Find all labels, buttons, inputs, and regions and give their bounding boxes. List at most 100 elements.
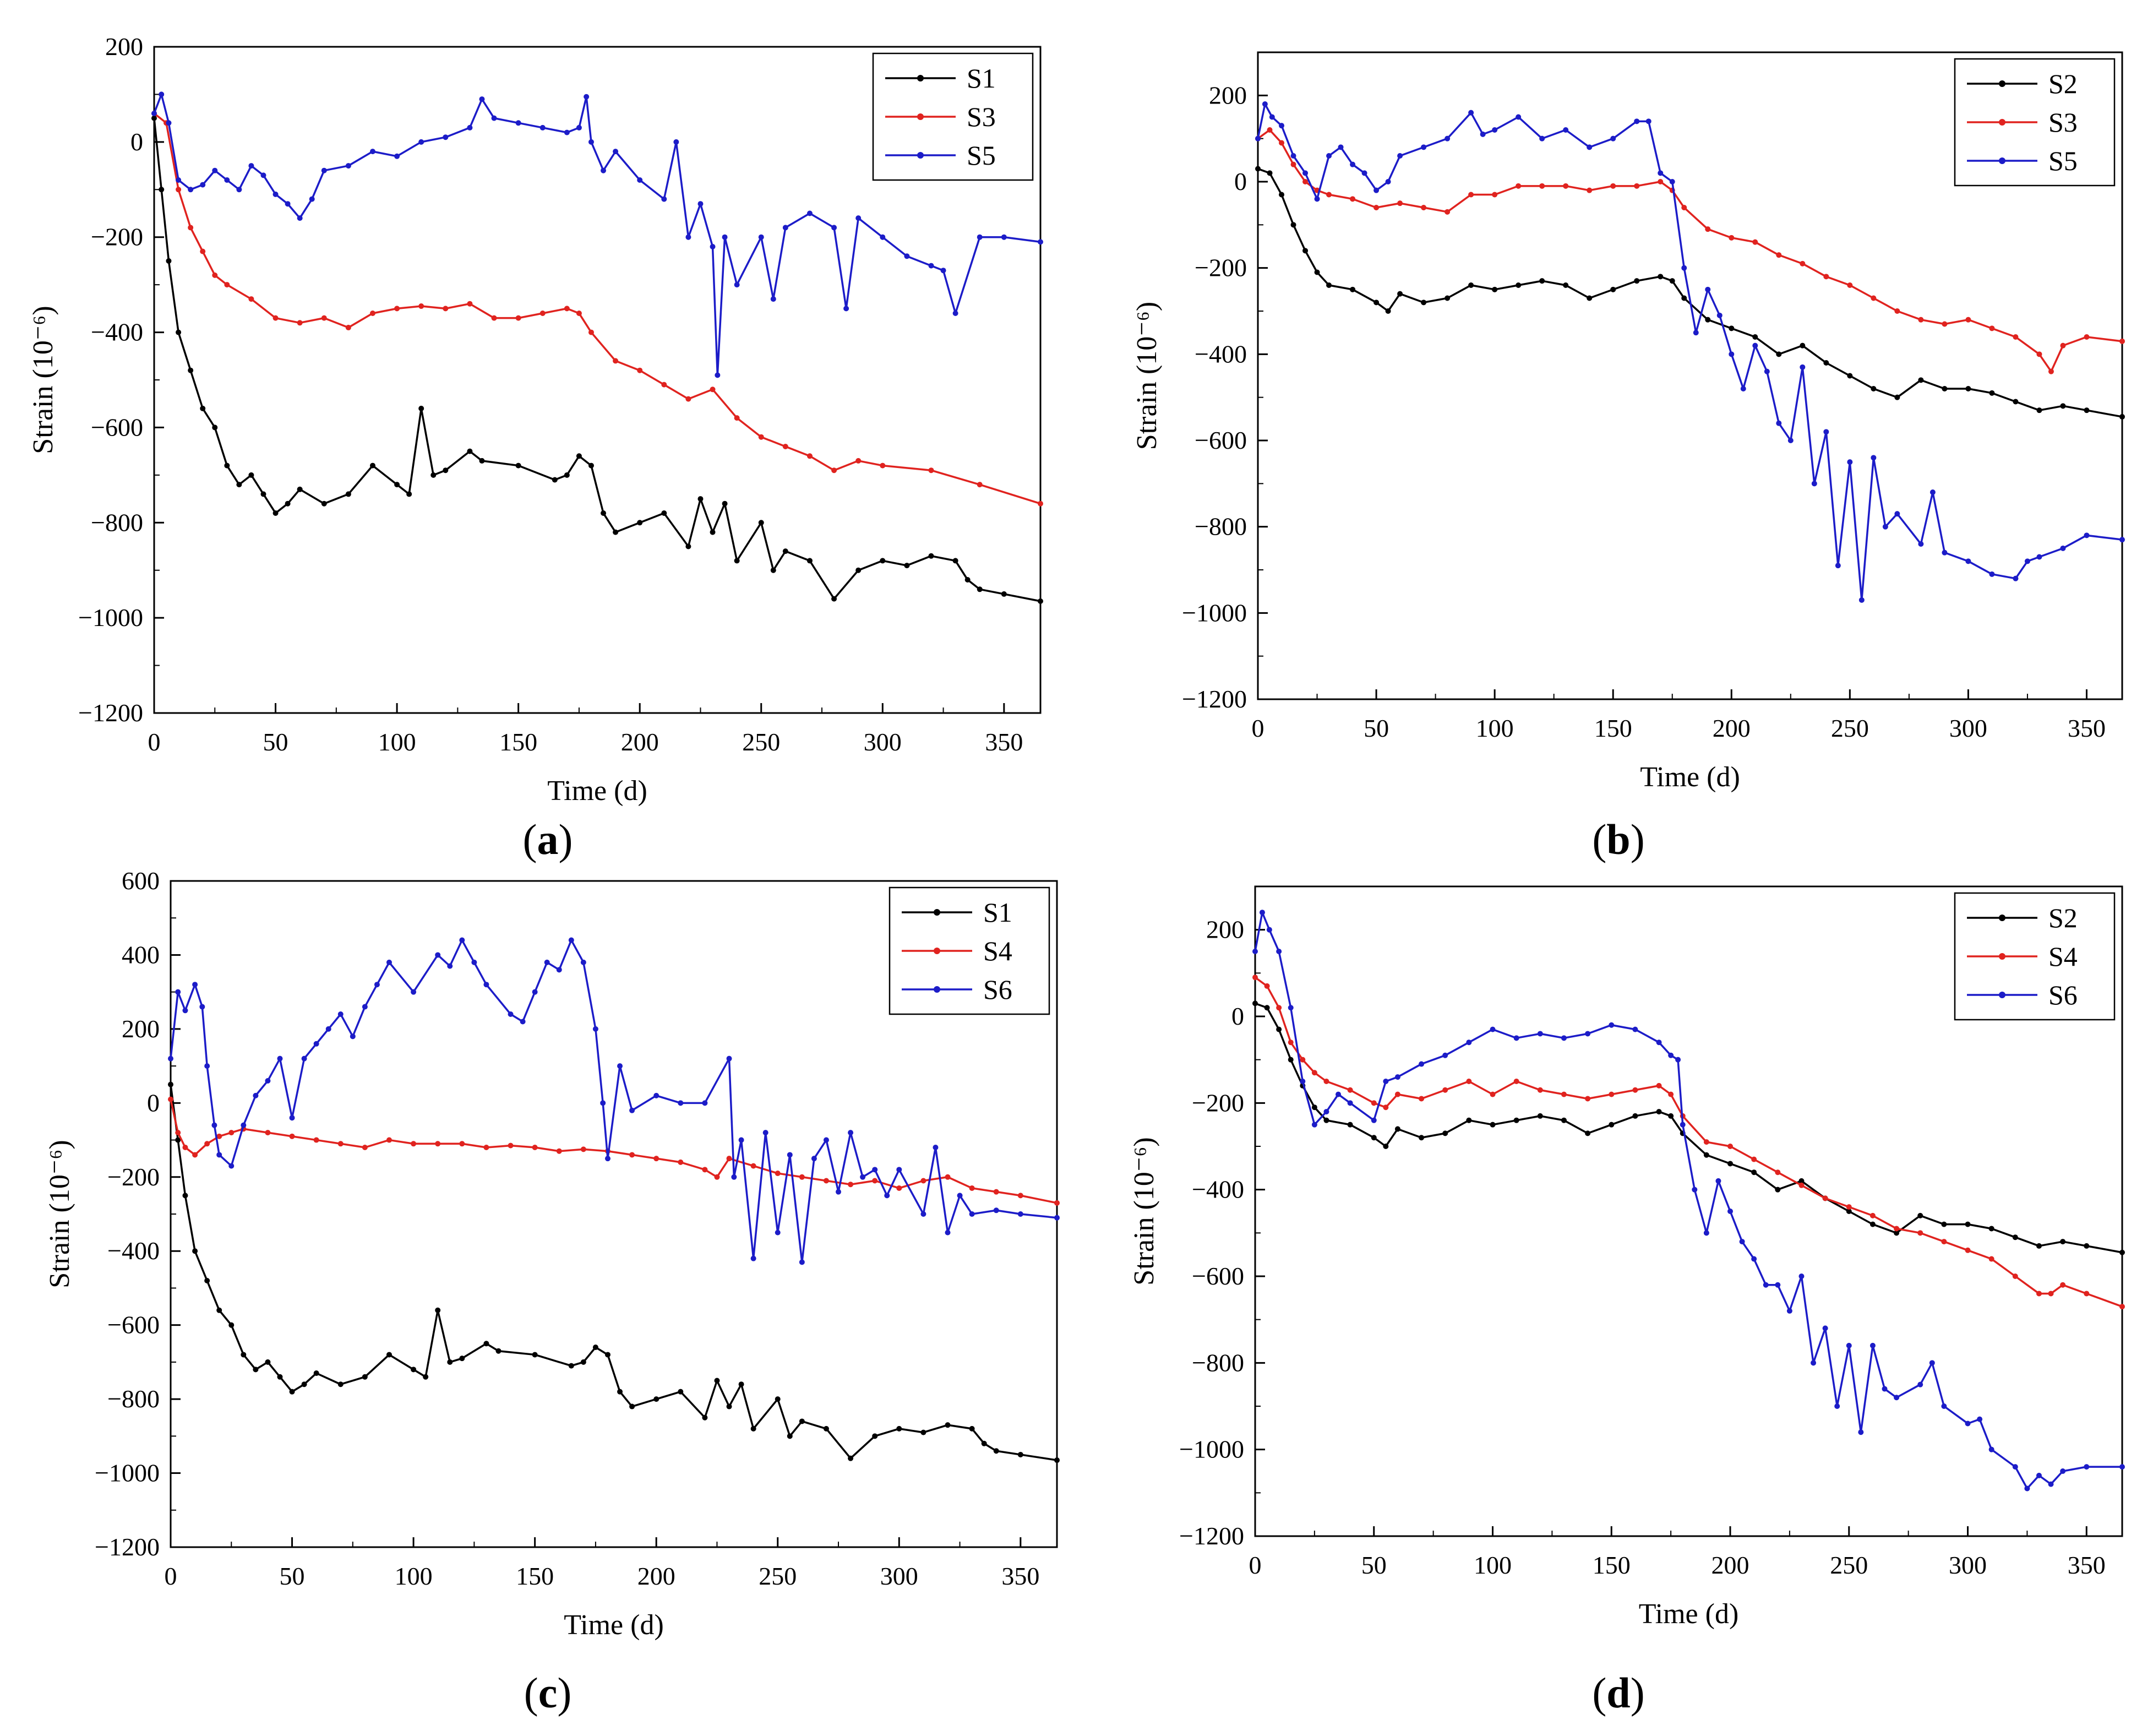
data-point [661,382,667,388]
data-point [539,124,546,130]
y-tick-label: −800 [1192,1348,1244,1376]
data-point [212,425,218,431]
data-point [289,1115,295,1121]
data-point [1054,1200,1060,1206]
data-point [1894,1226,1900,1232]
data-point [2119,413,2125,420]
data-point [1918,541,1924,547]
data-point [1311,1104,1317,1111]
plot-frame [1254,885,2123,1537]
data-point [175,1130,181,1136]
data-point [321,315,327,321]
data-point [1347,1087,1353,1093]
data-point [2119,537,2125,543]
data-point [1563,183,1569,189]
x-tick-label: 200 [637,1562,675,1590]
x-tick-label: 50 [1361,1551,1387,1579]
data-point [1776,420,1782,426]
data-point [1323,1117,1329,1123]
series-line-S5 [1257,103,2123,601]
data-point [2060,1282,2066,1288]
x-tick-label: 50 [263,728,288,756]
data-point [224,462,230,469]
y-axis-label: Strain (10⁻⁶) [1131,302,1163,450]
data-point [2013,399,2019,405]
data-point [236,482,242,488]
x-tick-label: 50 [1364,714,1389,742]
data-point [661,510,667,516]
x-tick-label: 100 [378,728,416,756]
x-tick-label: 150 [499,728,537,756]
x-tick-label: 0 [1249,1551,1262,1579]
data-point [613,149,619,155]
data-point [952,311,958,316]
data-point [1017,1193,1023,1199]
legend-label-S3: S3 [967,101,996,132]
data-point [896,1167,902,1173]
data-point [175,1137,181,1143]
data-point [1302,248,1309,254]
data-point [1645,118,1651,124]
x-axis-label: Time (d) [1639,1598,1739,1630]
data-point [1421,205,1427,210]
x-tick-label: 0 [148,728,161,756]
data-point [313,1370,319,1376]
data-point [1941,1239,1947,1245]
data-point [2060,1468,2066,1474]
data-point [272,191,279,197]
data-point [1965,558,1971,564]
data-point [1609,1091,1615,1097]
x-tick-label: 200 [1712,1551,1749,1579]
data-point [2036,1291,2042,1297]
data-point [799,1174,805,1180]
data-point [969,1425,975,1432]
data-point [993,1189,999,1195]
data-point [491,115,497,121]
legend-swatch-marker [934,948,940,954]
data-point [1587,295,1593,301]
series-line-S3 [1257,129,2123,373]
data-point [977,586,983,592]
data-point [248,472,254,478]
data-point [750,1163,756,1169]
series-S5 [1255,101,2125,603]
data-point [1917,1381,1923,1387]
data-point [1252,1000,1258,1006]
data-point [1442,1130,1448,1136]
data-point [2060,403,2066,409]
data-point [872,1178,878,1184]
data-point [1314,196,1320,202]
data-point [1397,291,1403,297]
data-point [1847,282,1853,288]
data-point [241,1352,247,1358]
data-point [2084,334,2090,340]
data-point [787,1152,793,1158]
y-tick-label: 0 [1234,167,1247,195]
data-point [532,1145,538,1150]
y-tick-label: −800 [107,1385,160,1413]
series-S6 [1252,910,2125,1492]
data-point [1350,161,1356,167]
data-point [1610,135,1616,142]
y-tick-label: 200 [122,1015,160,1043]
data-point [770,567,776,573]
data-point [411,989,417,995]
y-tick-label: 400 [122,940,160,968]
data-point [1858,597,1865,603]
data-point [872,1167,878,1173]
data-point [806,210,813,216]
x-axis-label: Time (d) [1640,761,1740,793]
data-point [337,1141,344,1147]
data-point [386,1137,392,1143]
data-point [236,187,242,193]
data-point [260,172,266,178]
data-point [544,959,550,965]
y-tick-label: −400 [107,1237,160,1265]
data-point [702,1414,708,1421]
data-point [714,1378,720,1384]
data-point [301,1381,307,1387]
data-point [1539,135,1545,142]
data-point [1894,1230,1900,1236]
data-point [1656,1082,1662,1089]
x-tick-label: 300 [1949,714,1987,742]
